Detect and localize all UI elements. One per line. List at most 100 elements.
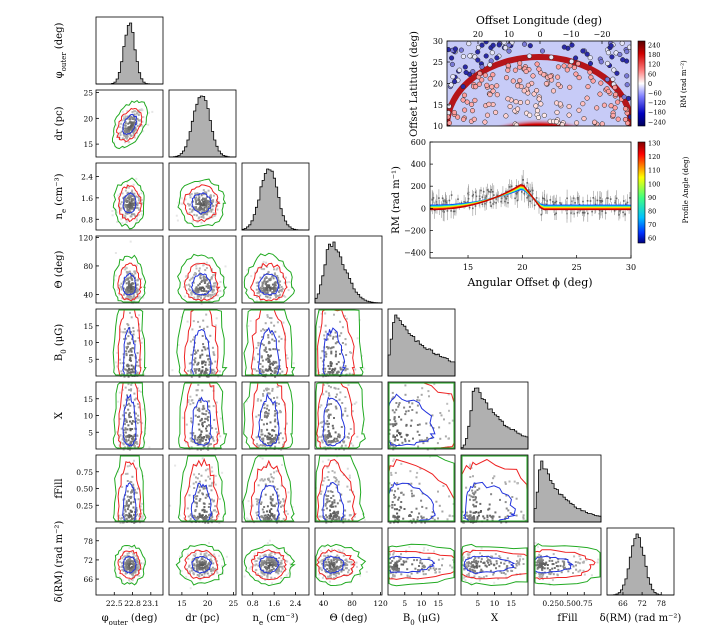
density-pixel xyxy=(136,418,139,421)
density-pixel xyxy=(124,566,126,569)
density-pixel xyxy=(345,367,348,370)
density-pixel xyxy=(461,557,464,560)
map-source-point xyxy=(567,63,573,69)
density-pixel xyxy=(269,445,272,448)
y-tick-label: 10 xyxy=(83,412,93,421)
density-pixel xyxy=(200,372,203,374)
density-pixel xyxy=(187,401,190,404)
density-pixel xyxy=(124,508,127,511)
density-pixel xyxy=(194,555,197,557)
map-source-point xyxy=(566,112,572,118)
density-pixel xyxy=(255,560,258,562)
map-source-point xyxy=(460,97,466,103)
density-pixel xyxy=(134,441,136,444)
density-pixel xyxy=(280,288,283,291)
density-pixel xyxy=(225,555,228,558)
density-pixel xyxy=(267,513,270,516)
map-source-point xyxy=(476,81,482,87)
density-pixel xyxy=(325,353,328,356)
density-pixel xyxy=(273,324,276,327)
density-pixel xyxy=(133,197,136,200)
density-pixel xyxy=(194,501,197,504)
cell-frame xyxy=(241,162,310,231)
histogram-X xyxy=(460,387,529,450)
density-pixel xyxy=(195,267,198,270)
density-pixel xyxy=(203,210,206,213)
density-pixel xyxy=(511,496,514,498)
y-axis-label-dr: dr (pc) xyxy=(54,106,65,140)
density-pixel xyxy=(205,367,208,370)
density-pixel xyxy=(347,569,350,572)
density-pixel xyxy=(179,555,181,558)
density-pixel xyxy=(270,568,273,571)
density-pixel xyxy=(125,500,128,503)
density-pixel xyxy=(129,427,132,430)
density-pixel xyxy=(171,369,174,372)
density-pixel xyxy=(260,419,263,421)
density-pixel xyxy=(132,298,135,301)
density-pixel xyxy=(271,287,274,290)
histogram-B0 xyxy=(387,314,456,377)
label-main: fFill xyxy=(557,613,577,624)
map-source-point xyxy=(609,54,615,60)
density-pixel xyxy=(392,574,394,577)
density-pixel xyxy=(124,427,127,430)
density-pixel xyxy=(123,338,125,340)
density-pixel xyxy=(192,482,195,485)
density-pixel xyxy=(141,517,144,520)
density-pixel xyxy=(259,456,262,459)
density-pixel xyxy=(276,571,279,574)
map-source-point xyxy=(538,101,544,107)
density-pixel xyxy=(342,521,345,524)
density-pixel xyxy=(131,517,133,520)
density-pixel xyxy=(261,292,264,295)
density-pixel xyxy=(126,465,129,468)
density-pixel xyxy=(468,494,471,497)
density-pixel xyxy=(541,569,544,571)
density-pixel xyxy=(262,572,265,575)
density-pixel xyxy=(128,559,130,562)
density-pixel xyxy=(198,480,201,483)
density-pixel xyxy=(203,510,206,513)
density-pixel xyxy=(263,349,266,352)
density-pixel xyxy=(215,510,218,513)
density-pixel xyxy=(277,294,280,297)
density-pixel xyxy=(338,566,341,569)
density-pixel xyxy=(119,521,122,524)
density-pixel xyxy=(396,560,399,563)
density-pixel xyxy=(210,369,213,371)
density-pixel xyxy=(209,293,212,296)
density-pixel xyxy=(212,194,215,197)
density-pixel xyxy=(185,274,188,277)
density-pixel xyxy=(265,284,268,287)
density-pixel xyxy=(209,279,212,281)
map-source-point xyxy=(530,73,536,79)
density-pixel xyxy=(205,427,207,430)
density-pixel xyxy=(203,487,206,490)
density-pixel xyxy=(418,512,421,515)
density-pixel xyxy=(192,281,195,284)
density-pixel xyxy=(252,356,255,359)
density-pixel xyxy=(261,369,264,372)
density-pixel xyxy=(271,565,274,568)
density-pixel xyxy=(139,358,142,361)
density-pixel xyxy=(337,435,339,438)
density-pixel xyxy=(264,444,267,447)
density-pixel xyxy=(282,500,285,503)
density-pixel xyxy=(129,441,132,444)
density-pixel xyxy=(416,396,419,399)
density-pixel xyxy=(194,414,197,417)
density-pixel xyxy=(129,196,132,199)
density-pixel xyxy=(128,280,131,283)
density-pixel xyxy=(189,196,192,199)
map-source-point xyxy=(460,84,466,90)
density-pixel xyxy=(196,409,199,412)
density-pixel xyxy=(259,444,262,446)
density-pixel xyxy=(540,565,543,568)
density-pixel xyxy=(257,344,260,347)
cell-frame xyxy=(241,527,310,596)
density-pixel xyxy=(199,433,202,436)
density-pixel xyxy=(437,490,439,493)
density-pixel xyxy=(128,415,131,418)
density-pixel xyxy=(395,408,398,411)
